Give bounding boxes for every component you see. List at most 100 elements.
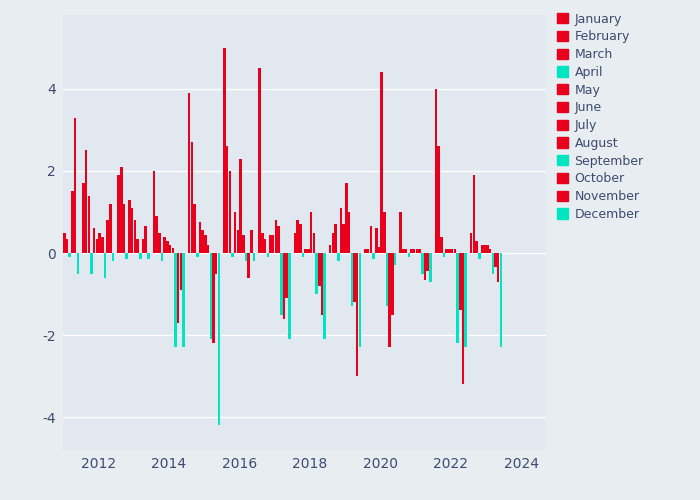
Bar (323, 253, 326, 339)
Bar (190, 142, 193, 253)
Bar (250, 230, 253, 253)
Bar (378, 247, 380, 253)
Bar (242, 234, 244, 253)
Bar (473, 175, 475, 253)
Bar (131, 208, 134, 253)
Bar (193, 204, 196, 253)
Bar (206, 245, 209, 253)
Bar (109, 204, 112, 253)
Bar (440, 236, 442, 253)
Bar (435, 89, 438, 253)
Bar (239, 158, 242, 253)
Bar (332, 232, 334, 253)
Bar (389, 253, 391, 348)
Bar (218, 253, 220, 426)
Bar (104, 253, 106, 278)
Bar (270, 234, 272, 253)
Bar (96, 238, 98, 253)
Bar (183, 253, 185, 348)
Bar (158, 232, 160, 253)
Bar (313, 232, 315, 253)
Bar (50, 208, 52, 253)
Bar (166, 240, 169, 253)
Bar (372, 253, 375, 259)
Bar (356, 253, 358, 376)
Bar (438, 146, 440, 253)
Bar (169, 245, 172, 253)
Bar (351, 253, 353, 306)
Bar (494, 253, 497, 268)
Bar (141, 238, 144, 253)
Bar (307, 249, 309, 253)
Bar (172, 248, 174, 253)
Bar (177, 253, 179, 323)
Bar (76, 253, 79, 274)
Bar (144, 226, 147, 253)
Bar (272, 234, 274, 253)
Bar (294, 232, 296, 253)
Bar (380, 72, 383, 253)
Bar (337, 253, 340, 261)
Bar (231, 253, 234, 257)
Bar (497, 253, 500, 282)
Bar (462, 253, 464, 384)
Bar (299, 224, 302, 253)
Bar (475, 240, 478, 253)
Bar (93, 228, 95, 253)
Bar (71, 192, 74, 253)
Bar (63, 232, 66, 253)
Bar (342, 224, 345, 253)
Bar (421, 253, 424, 274)
Bar (69, 253, 71, 257)
Bar (329, 245, 331, 253)
Bar (223, 48, 225, 253)
Bar (82, 184, 85, 253)
Bar (267, 253, 269, 257)
Bar (481, 245, 483, 253)
Bar (283, 253, 286, 318)
Bar (400, 212, 402, 253)
Bar (199, 222, 201, 253)
Bar (478, 253, 481, 259)
Bar (60, 224, 63, 253)
Bar (370, 226, 372, 253)
Bar (489, 249, 491, 253)
Bar (209, 253, 212, 339)
Bar (296, 220, 299, 253)
Bar (147, 253, 150, 259)
Bar (66, 238, 69, 253)
Bar (348, 212, 351, 253)
Bar (383, 212, 386, 253)
Bar (456, 253, 459, 344)
Bar (402, 249, 405, 253)
Bar (340, 208, 342, 253)
Bar (215, 253, 218, 274)
Bar (274, 220, 277, 253)
Bar (318, 253, 321, 286)
Bar (55, 253, 57, 259)
Bar (90, 253, 93, 274)
Bar (484, 245, 486, 253)
Bar (310, 212, 312, 253)
Bar (228, 171, 231, 253)
Bar (302, 253, 304, 257)
Bar (212, 253, 215, 344)
Bar (464, 253, 467, 348)
Bar (405, 249, 407, 253)
Bar (280, 253, 283, 314)
Bar (286, 253, 288, 298)
Bar (304, 249, 307, 253)
Bar (74, 118, 76, 253)
Bar (237, 230, 239, 253)
Bar (101, 236, 104, 253)
Bar (174, 253, 177, 348)
Bar (451, 249, 454, 253)
Bar (364, 249, 367, 253)
Bar (321, 253, 323, 314)
Bar (161, 253, 163, 261)
Bar (98, 232, 101, 253)
Bar (125, 253, 128, 259)
Bar (234, 212, 237, 253)
Bar (500, 253, 502, 348)
Bar (354, 253, 356, 302)
